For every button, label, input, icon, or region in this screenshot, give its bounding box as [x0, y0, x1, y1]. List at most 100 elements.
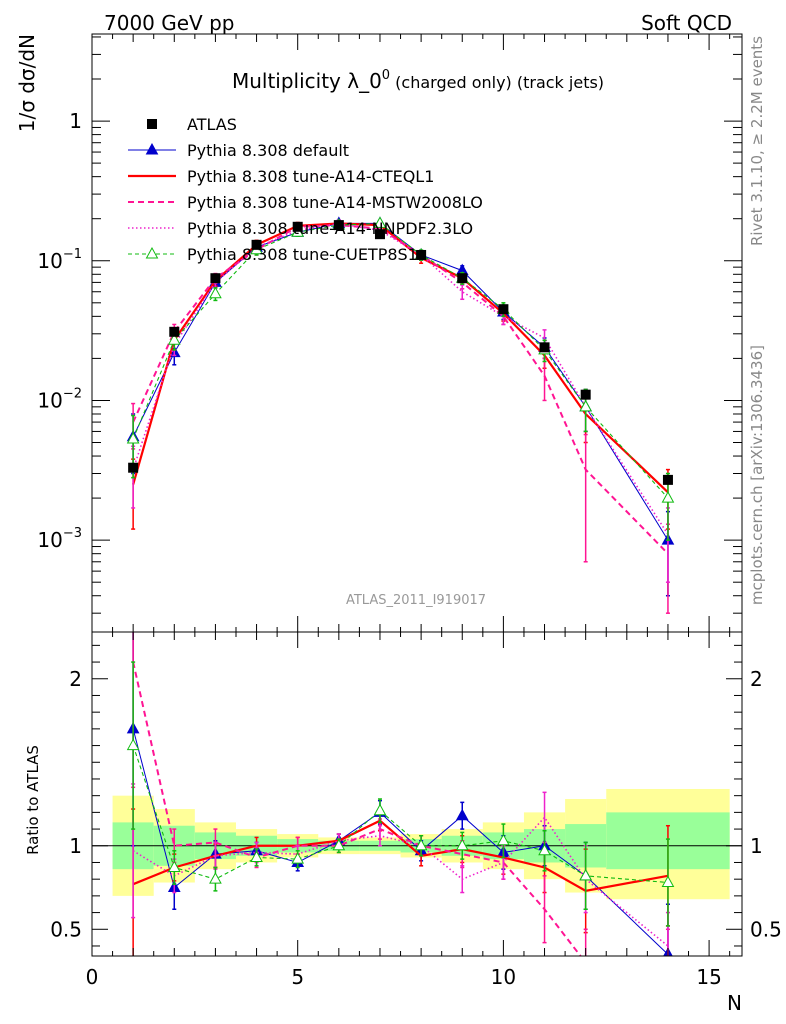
main-y-tick-label: 10−2 [37, 386, 82, 412]
ratio-y-tick-label-right: 1 [750, 834, 763, 858]
data-point [416, 249, 427, 260]
main-series-cuetp [126, 216, 675, 541]
legend-label: Pythia 8.308 tune-CUETP8S1 [187, 245, 418, 264]
data-point [539, 342, 550, 353]
legend-label: Pythia 8.308 tune-A14-MSTW2008LO [187, 193, 483, 212]
main-y-tick-label-base: 10 [37, 388, 62, 412]
ratio-marker-cuetp [455, 838, 469, 851]
header-right: Soft QCD [641, 11, 732, 35]
data-point [292, 221, 303, 232]
main-line-default [132, 222, 669, 541]
data-point [169, 326, 180, 337]
legend: ATLAS Pythia 8.308 default Pythia 8.308 tu… [128, 115, 483, 264]
reference-tag: ATLAS_2011_I919017 [346, 593, 486, 608]
legend-entry: Pythia 8.308 tune-A14-MSTW2008LO [128, 193, 483, 212]
ratio-series-cuetp [126, 661, 675, 927]
main-marker-cuetp [661, 491, 675, 503]
data-point [457, 273, 468, 284]
x-axis-label: N [727, 991, 742, 1015]
main-y-tick-label-exp: −3 [63, 526, 82, 541]
main-y-tick-label-base: 10 [37, 528, 62, 552]
main-y-tick-label-base: 1 [69, 109, 82, 133]
x-tick-label: 15 [696, 965, 721, 989]
ratio-series-layer [126, 632, 675, 956]
data-point [662, 474, 673, 485]
data-point [374, 229, 385, 240]
legend-entry: Pythia 8.308 tune-A14-CTEQL1 [128, 167, 434, 186]
legend-symbol-data [147, 119, 157, 129]
ratio-y-tick-label: 2 [69, 667, 82, 691]
ratio-marker-cuetp [167, 860, 181, 872]
main-marker-cuetp [209, 286, 222, 299]
data-point [580, 389, 591, 400]
main-y-tick-label-exp: −1 [63, 247, 82, 262]
ratio-ticks: 0 5 10 15 0.5 0.5 1 1 2 2 [50, 632, 782, 989]
plot-title-sup: 0 [382, 68, 390, 83]
ratio-y-tick-label: 0.5 [50, 917, 82, 941]
main-series-cteql1 [131, 219, 670, 530]
main-series-layer [126, 216, 675, 614]
legend-entry: Pythia 8.308 tune-CUETP8S1 [128, 245, 418, 264]
main-y-tick-label: 1 [69, 109, 82, 133]
data-point [251, 239, 262, 250]
ratio-marker-cuetp [414, 838, 428, 851]
ratio-marker-cuetp [579, 868, 593, 881]
main-y-tick-label-exp: −2 [63, 386, 82, 401]
data-point [210, 273, 221, 284]
main-ticks: 110−110−210−3 [37, 34, 742, 632]
side-text-top: Rivet 3.1.10, ≥ 2.2M events [748, 36, 766, 246]
ratio-marker-cuetp [250, 850, 263, 862]
ratio-marker-cuetp [291, 852, 305, 864]
data-point [333, 220, 344, 231]
ratio-y-tick-label: 1 [69, 834, 82, 858]
ratio-marker-cuetp [126, 738, 140, 751]
main-marker-cuetp [373, 216, 387, 228]
legend-entry: Pythia 8.308 default [128, 141, 349, 160]
legend-marker [145, 246, 159, 259]
ratio-marker-cuetp [373, 803, 387, 816]
ratio-ylabel: Ratio to ATLAS [24, 745, 42, 855]
plot-title-sub: (charged only) (track jets) [390, 73, 604, 92]
header-left: 7000 GeV pp [104, 11, 235, 35]
main-y-tick-label: 10−3 [37, 526, 82, 552]
legend-label: Pythia 8.308 default [187, 141, 349, 160]
ratio-marker-cuetp [332, 838, 346, 851]
x-tick-label: 0 [86, 965, 99, 989]
ratio-marker-cuetp [497, 833, 510, 846]
ratio-line-nnpdf [132, 816, 669, 947]
main-data-layer [128, 220, 673, 485]
x-tick-label: 10 [491, 965, 516, 989]
ratio-marker-cuetp [661, 875, 675, 888]
main-series-default [126, 216, 675, 597]
main-line-mstw [132, 224, 669, 555]
main-marker-cuetp [126, 431, 140, 444]
main-y-tick-label: 10−1 [37, 247, 82, 273]
ratio-marker-cuetp [209, 872, 222, 884]
legend-marker [145, 142, 159, 155]
ratio-y-tick-label-right: 0.5 [750, 917, 782, 941]
main-line-nnpdf [132, 222, 669, 535]
plot-title-main: Multiplicity λ_0 [232, 69, 382, 93]
ratio-frame [91, 631, 743, 957]
ratio-y-tick-label-right: 2 [750, 667, 763, 691]
main-marker-cuetp [167, 333, 181, 345]
legend-entry: Pythia 8.308 tune-A14-NNPDF2.3LO [128, 219, 473, 238]
legend-label: ATLAS [187, 115, 237, 134]
data-point [128, 462, 139, 473]
legend-label: Pythia 8.308 tune-A14-CTEQL1 [187, 167, 434, 186]
ratio-marker-default [455, 808, 469, 821]
main-line-cuetp [132, 222, 669, 499]
plot-title: Multiplicity λ_00 (charged only) (track … [232, 68, 604, 93]
ratio-marker-cuetp [538, 843, 551, 856]
main-panel: 110−110−210−3 Multiplicity λ_00 (charged… [37, 33, 743, 633]
ratio-panel: 0 5 10 15 0.5 0.5 1 1 2 2 Ratio to ATLAS [24, 631, 782, 989]
data-point [498, 304, 509, 315]
legend-entry: ATLAS [147, 115, 237, 134]
x-tick-label: 5 [291, 965, 304, 989]
main-ylabel: 1/σ dσ/dN [15, 34, 39, 132]
main-marker-cuetp [579, 399, 593, 412]
legend-label: Pythia 8.308 tune-A14-NNPDF2.3LO [187, 219, 473, 238]
side-text-bottom: mcplots.cern.ch [arXiv:1306.3436] [748, 345, 766, 605]
main-y-tick-label-base: 10 [37, 249, 62, 273]
